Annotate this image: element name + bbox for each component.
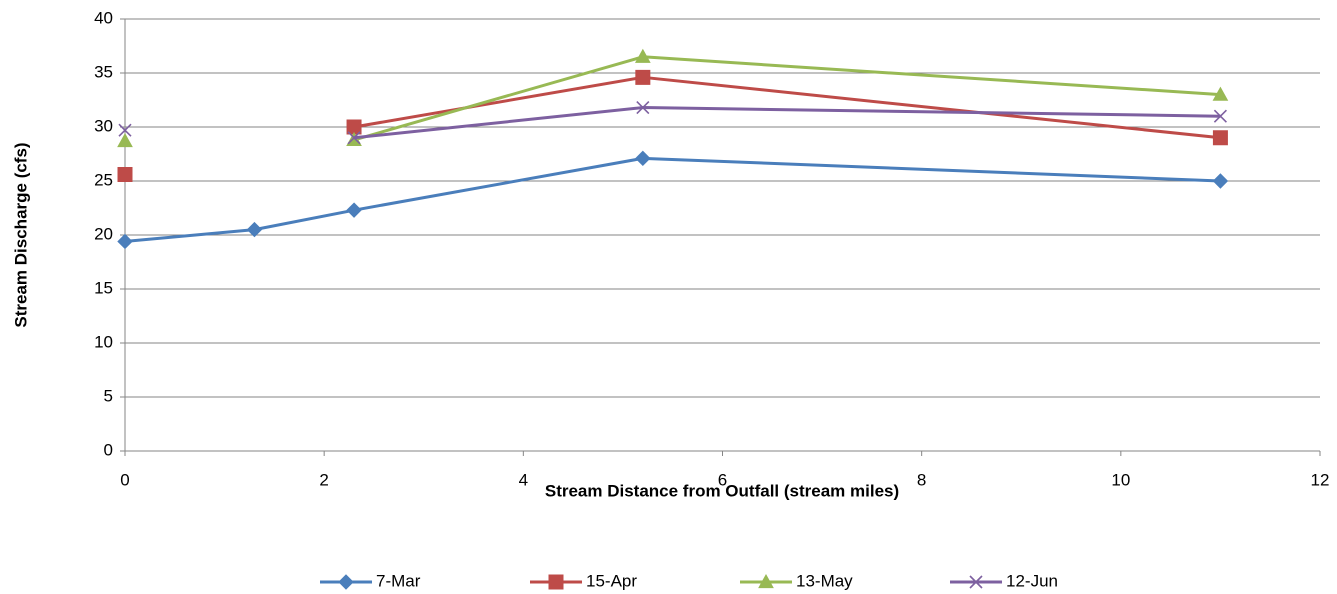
marker bbox=[346, 119, 362, 135]
x-tick-label: 6 bbox=[718, 470, 727, 489]
legend-label: 15-Apr bbox=[586, 571, 637, 590]
marker bbox=[548, 574, 564, 590]
marker bbox=[346, 202, 362, 218]
marker bbox=[635, 69, 651, 85]
marker bbox=[347, 131, 361, 145]
legend-label: 7-Mar bbox=[376, 571, 421, 590]
x-tick-label: 4 bbox=[519, 470, 528, 489]
y-tick-label: 20 bbox=[94, 224, 113, 243]
y-tick-label: 30 bbox=[94, 116, 113, 135]
legend-label: 13-May bbox=[796, 571, 853, 590]
marker bbox=[1213, 109, 1227, 123]
marker bbox=[969, 575, 983, 589]
y-tick-label: 5 bbox=[104, 386, 113, 405]
y-tick-label: 25 bbox=[94, 170, 113, 189]
y-tick-label: 40 bbox=[94, 8, 113, 27]
marker bbox=[117, 167, 133, 183]
marker bbox=[634, 48, 651, 63]
marker bbox=[1212, 173, 1229, 189]
marker bbox=[758, 573, 774, 589]
marker bbox=[118, 123, 132, 137]
x-tick-label: 2 bbox=[319, 470, 328, 489]
x-tick-label: 8 bbox=[917, 470, 926, 489]
y-tick-label: 15 bbox=[94, 278, 113, 297]
marker bbox=[635, 150, 651, 167]
marker bbox=[117, 233, 133, 250]
y-tick-label: 0 bbox=[104, 440, 113, 459]
marker bbox=[1212, 86, 1229, 101]
y-tick-label: 10 bbox=[94, 332, 113, 351]
y-tick-label: 35 bbox=[94, 62, 113, 81]
legend: 7-Mar 15-Apr 13-May 12-Jun bbox=[320, 571, 1058, 590]
series-line bbox=[353, 106, 1221, 140]
marker bbox=[246, 221, 263, 238]
marker bbox=[117, 133, 133, 148]
marker bbox=[338, 574, 354, 590]
y-axis-label: Stream Discharge (cfs) bbox=[11, 142, 30, 327]
x-tick-label: 10 bbox=[1111, 470, 1130, 489]
marker bbox=[636, 100, 650, 115]
x-tick-label: 12 bbox=[1311, 470, 1330, 489]
marker bbox=[1212, 130, 1228, 146]
x-axis-label: Stream Distance from Outfall (stream mil… bbox=[545, 481, 899, 500]
x-tick-label: 0 bbox=[120, 470, 129, 489]
series-line bbox=[124, 156, 1221, 243]
legend-label: 12-Jun bbox=[1006, 571, 1058, 590]
